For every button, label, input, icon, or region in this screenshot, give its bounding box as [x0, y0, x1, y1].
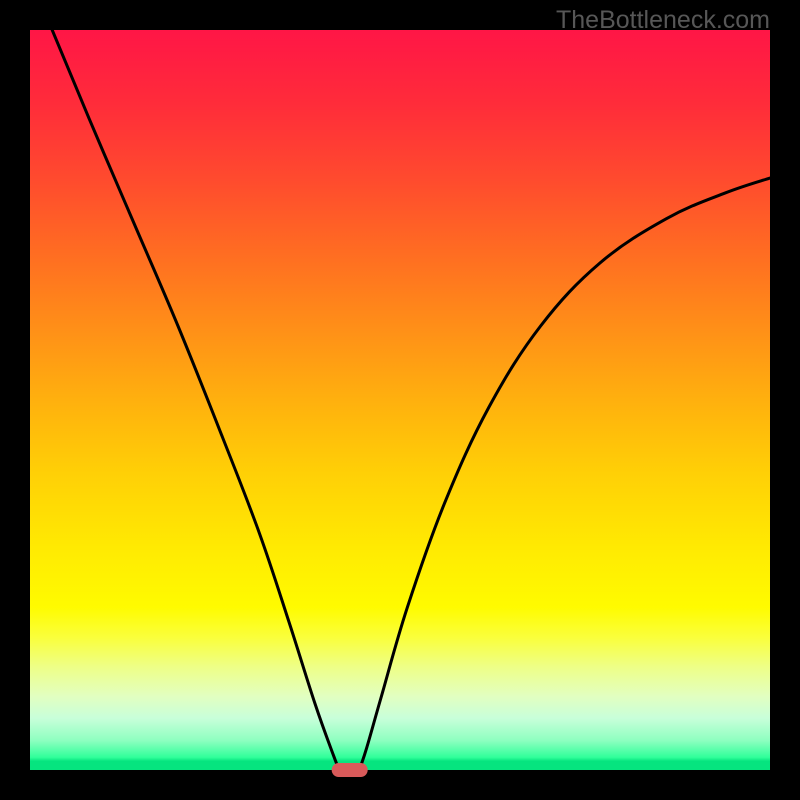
chart-container: TheBottleneck.com — [0, 0, 800, 800]
optimal-marker — [332, 763, 368, 777]
watermark-text: TheBottleneck.com — [556, 6, 770, 35]
bottleneck-chart — [0, 0, 800, 800]
gradient-background — [30, 30, 770, 770]
